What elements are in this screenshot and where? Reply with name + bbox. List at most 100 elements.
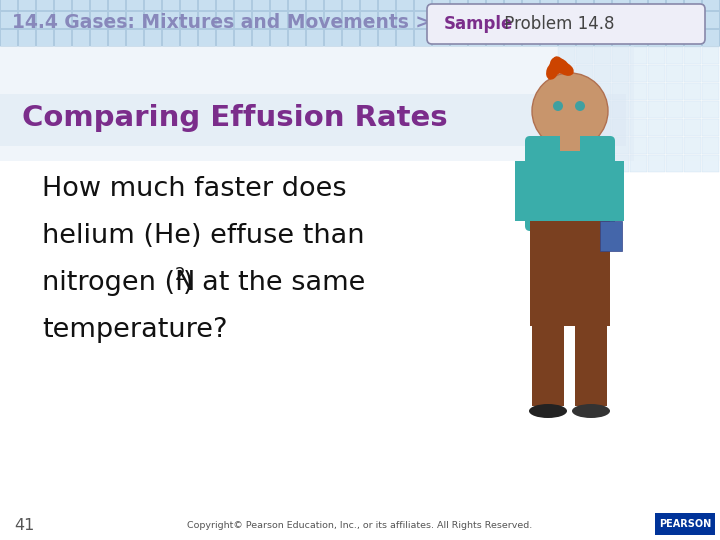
Bar (324, 29, 341, 46)
Bar (0, 46, 634, 161)
Bar (0, 46, 720, 161)
Bar (630, 137, 647, 154)
Bar (666, 155, 683, 172)
Bar (90, 29, 107, 46)
Bar (54, 29, 71, 46)
Bar (684, 137, 701, 154)
Bar (36, 29, 53, 46)
Bar (252, 29, 269, 46)
Bar (612, 47, 629, 64)
Bar (666, 83, 683, 100)
Bar (198, 11, 215, 28)
Bar (594, 101, 611, 118)
Text: PEARSON: PEARSON (659, 519, 711, 529)
Bar (72, 11, 89, 28)
Bar (648, 83, 665, 100)
Bar (144, 29, 161, 46)
Bar (540, 0, 557, 10)
Bar (558, 0, 575, 10)
Bar (558, 101, 575, 118)
Bar (576, 83, 593, 100)
Bar (306, 29, 323, 46)
Bar (576, 101, 593, 118)
Bar (324, 0, 341, 10)
Bar (288, 29, 305, 46)
Ellipse shape (529, 404, 567, 418)
Text: helium (He) effuse than: helium (He) effuse than (42, 223, 364, 249)
Bar (144, 11, 161, 28)
Bar (558, 137, 575, 154)
Bar (666, 65, 683, 82)
Bar (162, 29, 179, 46)
FancyBboxPatch shape (427, 4, 705, 44)
Text: How much faster does: How much faster does (42, 176, 346, 202)
Bar (702, 155, 719, 172)
Bar (558, 11, 575, 28)
Bar (594, 29, 611, 46)
Bar (576, 29, 593, 46)
Bar (504, 0, 521, 10)
Bar (576, 47, 593, 64)
Bar (648, 47, 665, 64)
Ellipse shape (546, 62, 559, 80)
Bar (306, 0, 323, 10)
Text: temperature?: temperature? (42, 317, 228, 343)
Bar (666, 11, 683, 28)
Bar (558, 155, 575, 172)
Bar (684, 47, 701, 64)
Bar (576, 11, 593, 28)
Bar (216, 0, 233, 10)
Bar (0, 29, 17, 46)
Bar (216, 11, 233, 28)
Text: Comparing Effusion Rates: Comparing Effusion Rates (22, 104, 448, 132)
Bar (522, 11, 539, 28)
Bar (540, 11, 557, 28)
Bar (702, 83, 719, 100)
Bar (630, 29, 647, 46)
Bar (540, 29, 557, 46)
Bar (648, 65, 665, 82)
Bar (666, 137, 683, 154)
Bar (36, 0, 53, 10)
Bar (450, 11, 467, 28)
Bar (90, 0, 107, 10)
Bar (432, 11, 449, 28)
Bar (234, 29, 251, 46)
Bar (648, 29, 665, 46)
Bar (486, 29, 503, 46)
Bar (684, 155, 701, 172)
Bar (612, 119, 629, 136)
Bar (216, 29, 233, 46)
Bar (54, 0, 71, 10)
Bar (396, 0, 413, 10)
Bar (18, 29, 35, 46)
Bar (252, 0, 269, 10)
Bar (108, 11, 125, 28)
Bar (560, 126, 580, 151)
Text: 14.4 Gases: Mixtures and Movements >: 14.4 Gases: Mixtures and Movements > (12, 14, 431, 32)
Ellipse shape (549, 57, 562, 75)
Bar (162, 11, 179, 28)
Bar (594, 83, 611, 100)
Bar (378, 0, 395, 10)
Bar (198, 0, 215, 10)
Text: 41: 41 (14, 518, 35, 533)
Bar (180, 29, 197, 46)
Bar (468, 29, 485, 46)
Bar (575, 321, 607, 406)
Bar (450, 29, 467, 46)
Bar (342, 11, 359, 28)
Bar (666, 29, 683, 46)
Bar (612, 83, 629, 100)
Bar (414, 0, 431, 10)
Bar (612, 101, 629, 118)
Bar (702, 11, 719, 28)
Bar (655, 513, 715, 535)
Bar (486, 0, 503, 10)
Bar (270, 11, 287, 28)
Bar (648, 0, 665, 10)
Bar (612, 0, 629, 10)
Bar (432, 0, 449, 10)
Bar (558, 119, 575, 136)
Bar (486, 11, 503, 28)
